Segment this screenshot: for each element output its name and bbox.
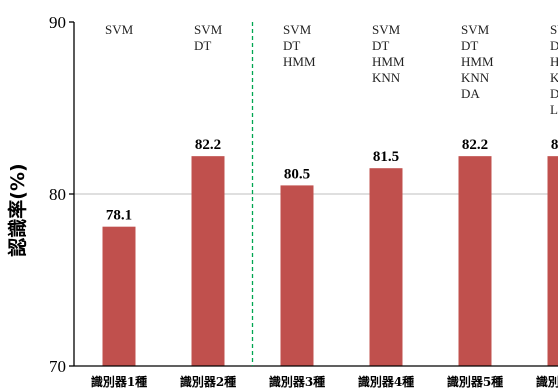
y-ticks: 70 80 90 <box>49 13 74 376</box>
bar <box>280 185 314 366</box>
bar-value-label: 82.2 <box>195 137 221 153</box>
bar <box>458 156 492 366</box>
y-tick-label: 70 <box>49 357 66 376</box>
classifier-label: DT <box>461 38 478 53</box>
bar-value-label: 78.1 <box>106 208 132 224</box>
x-tick-label: 識別器2種 <box>180 374 236 389</box>
bar-value-label: 81.5 <box>373 149 399 165</box>
x-tick-labels: 識別器1種 識別器2種 識別器3種 識別器4種 識別器5種 識別器6種 <box>91 374 558 389</box>
y-axis-label: 認識率(%) <box>6 163 29 256</box>
classifier-label: LCM <box>550 102 558 117</box>
bar-value-label: 82.2 <box>462 137 488 153</box>
x-tick-label: 識別器5種 <box>447 374 503 389</box>
classifier-label: DT <box>550 38 558 53</box>
bar <box>191 156 225 366</box>
x-tick-label: 識別器3種 <box>269 374 325 389</box>
classifier-label: HMM <box>461 54 494 69</box>
classifier-label: KNN <box>550 70 558 85</box>
bar <box>369 168 403 366</box>
classifier-label: HMM <box>372 54 405 69</box>
x-tick-label: 識別器1種 <box>91 374 147 389</box>
x-tick-label: 識別器4種 <box>358 374 414 389</box>
bar-value-label: 82.2 <box>551 137 558 153</box>
bar <box>547 156 558 366</box>
classifier-label: DA <box>550 86 558 101</box>
classifier-label: DA <box>461 86 480 101</box>
classifier-label: SVM <box>461 22 490 37</box>
y-tick-label: 80 <box>49 185 66 204</box>
classifier-label: SVM <box>194 22 223 37</box>
classifier-annotations: SVM SVMDTSVMDTHMMSVMDTHMMKNNSVMDTHMMKNNDA… <box>105 22 558 117</box>
classifier-label: SVM <box>105 22 134 37</box>
classifier-label: SVM <box>283 22 312 37</box>
classifier-label: DT <box>283 38 300 53</box>
classifier-label: DT <box>194 38 211 53</box>
classifier-label: SVM <box>550 22 558 37</box>
classifier-label: HMM <box>283 54 316 69</box>
classifier-label: KNN <box>372 70 401 85</box>
value-labels: 78.1 82.2 80.5 81.5 82.2 82.2 <box>106 137 558 224</box>
classifier-label: HMM <box>550 54 558 69</box>
bar-value-label: 80.5 <box>284 166 310 182</box>
classifier-label: KNN <box>461 70 490 85</box>
x-tick-label: 識別器6種 <box>536 374 558 389</box>
classifier-label: DT <box>372 38 389 53</box>
bar <box>102 226 136 366</box>
bars <box>102 156 558 366</box>
classifier-label: SVM <box>372 22 401 37</box>
y-axis-title: 認識率(%) <box>6 163 29 256</box>
y-tick-label: 90 <box>49 13 66 32</box>
